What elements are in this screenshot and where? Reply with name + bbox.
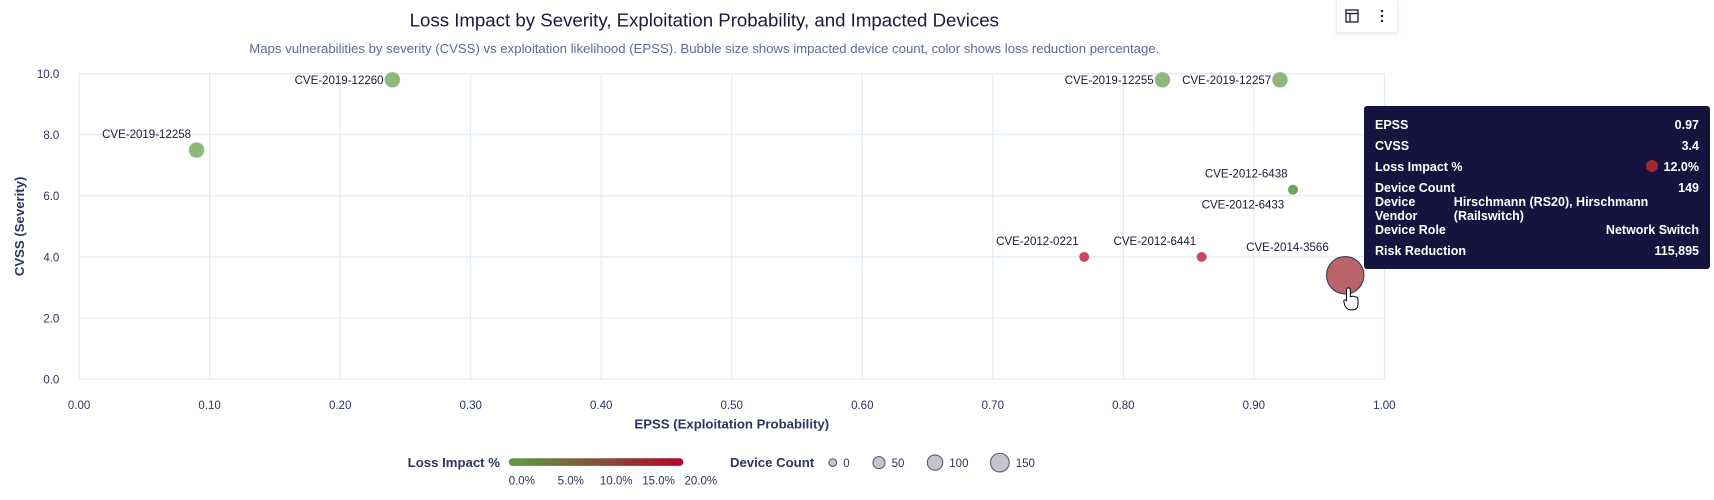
data-point-label: CVE-2019-12258 bbox=[102, 129, 191, 141]
tooltip-row: CVSS 3.4 bbox=[1375, 135, 1699, 156]
tooltip-row: EPSS 0.97 bbox=[1375, 114, 1699, 135]
tooltip-value: 12.0% bbox=[1645, 159, 1699, 174]
legend-color-title: Loss Impact % bbox=[408, 455, 501, 470]
chart-subtitle: Maps vulnerabilities by severity (CVSS) … bbox=[249, 41, 1159, 56]
data-point[interactable] bbox=[384, 72, 401, 88]
data-point-label: CVE-2012-0221 bbox=[996, 236, 1079, 248]
data-point[interactable] bbox=[1272, 72, 1288, 88]
data-point-label: CVE-2012-6441 bbox=[1114, 236, 1197, 248]
data-point[interactable] bbox=[1325, 256, 1365, 295]
x-tick-label: 0.20 bbox=[329, 400, 351, 412]
y-tick-label: 0.0 bbox=[43, 374, 59, 386]
tooltip-row: Risk Reduction 115,895 bbox=[1375, 240, 1699, 261]
x-tick-label: 0.60 bbox=[851, 400, 873, 412]
tooltip-value-text: 115,895 bbox=[1654, 243, 1700, 258]
legend-color-tick: 0.0% bbox=[509, 476, 535, 488]
tooltip-value: 3.4 bbox=[1682, 139, 1699, 153]
data-point[interactable] bbox=[1196, 251, 1207, 262]
legend-color-tick: 15.0% bbox=[642, 476, 675, 488]
x-tick-label: 0.30 bbox=[459, 400, 481, 412]
hand-cursor-icon bbox=[1343, 287, 1359, 311]
legend-size-title: Device Count bbox=[730, 455, 815, 470]
data-point-label: CVE-2019-12257 bbox=[1182, 75, 1271, 87]
y-axis-label: CVSS (Severity) bbox=[12, 177, 27, 277]
tooltip-row: Device Vendor Hirschmann (RS20), Hirschma… bbox=[1375, 195, 1699, 223]
legend-color-tick: 20.0% bbox=[685, 476, 718, 488]
tooltip-value-text: Hirschmann (RS20), Hirschmann (Railswitc… bbox=[1453, 194, 1649, 223]
data-point-label: CVE-2012-6438 bbox=[1205, 169, 1288, 181]
y-tick-label: 6.0 bbox=[43, 191, 59, 203]
data-point-label: CVE-2019-12255 bbox=[1065, 75, 1154, 87]
x-tick-label: 0.90 bbox=[1243, 400, 1265, 412]
tooltip: EPSS 0.97 CVSS 3.4 Loss Impact % 12.0% Device … bbox=[1364, 106, 1710, 269]
legend-size-circle bbox=[989, 452, 1010, 473]
y-tick-label: 4.0 bbox=[43, 252, 59, 264]
x-tick-label: 0.00 bbox=[68, 400, 90, 412]
legend-color-bar bbox=[508, 458, 684, 466]
tooltip-row: Loss Impact % 12.0% bbox=[1375, 156, 1699, 177]
legend-size-tick: 150 bbox=[1016, 458, 1035, 470]
tooltip-label: CVSS bbox=[1375, 138, 1410, 153]
legend-size-tick: 100 bbox=[949, 458, 968, 470]
data-point[interactable] bbox=[188, 142, 205, 158]
tooltip-row: Device Count 149 bbox=[1375, 177, 1699, 198]
legend-size-tick: 50 bbox=[892, 458, 905, 470]
data-point[interactable] bbox=[1288, 184, 1298, 195]
tooltip-label: EPSS bbox=[1375, 117, 1409, 132]
tooltip-value: 115,895 bbox=[1655, 244, 1700, 258]
legend-color-tick: 10.0% bbox=[600, 476, 633, 488]
tooltip-label: Device Role bbox=[1375, 222, 1446, 237]
table-icon[interactable] bbox=[1342, 6, 1362, 26]
y-tick-label: 10.0 bbox=[37, 69, 59, 81]
x-tick-label: 0.50 bbox=[721, 400, 743, 412]
data-point[interactable] bbox=[1079, 251, 1090, 262]
tooltip-value-text: 149 bbox=[1678, 180, 1699, 195]
y-tick-label: 8.0 bbox=[43, 130, 59, 142]
x-tick-label: 0.70 bbox=[982, 400, 1004, 412]
tooltip-value: 0.97 bbox=[1675, 118, 1699, 132]
data-point-label: CVE-2012-6433 bbox=[1202, 199, 1285, 211]
legend-size-tick: 0 bbox=[843, 458, 849, 470]
tooltip-row: Device Role Network Switch bbox=[1375, 219, 1699, 240]
tooltip-label: Loss Impact % bbox=[1375, 159, 1463, 174]
data-point[interactable] bbox=[1154, 72, 1171, 88]
legend-size-circle bbox=[872, 456, 886, 470]
data-point-label: CVE-2019-12260 bbox=[295, 75, 384, 87]
tooltip-value: 149 bbox=[1678, 181, 1699, 195]
tooltip-label: Risk Reduction bbox=[1375, 243, 1466, 258]
x-tick-label: 0.40 bbox=[590, 400, 612, 412]
tooltip-value: Hirschmann (RS20), Hirschmann (Railswitc… bbox=[1454, 195, 1699, 223]
chart-title: Loss Impact by Severity, Exploitation Pr… bbox=[410, 9, 999, 30]
tooltip-value-text: 12.0% bbox=[1663, 159, 1699, 174]
tooltip-value: Network Switch bbox=[1606, 223, 1699, 237]
tooltip-value-text: Network Switch bbox=[1605, 222, 1699, 237]
more-vertical-icon[interactable] bbox=[1372, 6, 1392, 26]
tooltip-value-text: 0.97 bbox=[1674, 117, 1699, 132]
loss-color-dot bbox=[1645, 159, 1658, 172]
legend-size-circle bbox=[828, 458, 838, 467]
legend-size-circle bbox=[926, 454, 944, 471]
tooltip-label: Device Count bbox=[1375, 180, 1455, 195]
tooltip-label: Device Vendor bbox=[1375, 194, 1418, 223]
data-point-label: CVE-2014-3566 bbox=[1246, 242, 1329, 254]
legend-color-tick: 5.0% bbox=[558, 476, 584, 488]
x-tick-label: 0.80 bbox=[1112, 400, 1134, 412]
x-tick-label: 1.00 bbox=[1373, 400, 1395, 412]
tooltip-value-text: 3.4 bbox=[1681, 138, 1699, 153]
legend: Loss Impact % 0.0% 5.0% 10.0% 15.0% 20.0% De… bbox=[408, 452, 1035, 488]
y-tick-label: 2.0 bbox=[43, 313, 59, 325]
chart-toolbar bbox=[1336, 0, 1398, 33]
x-axis-label: EPSS (Exploitation Probability) bbox=[634, 417, 829, 432]
x-tick-label: 0.10 bbox=[198, 400, 220, 412]
